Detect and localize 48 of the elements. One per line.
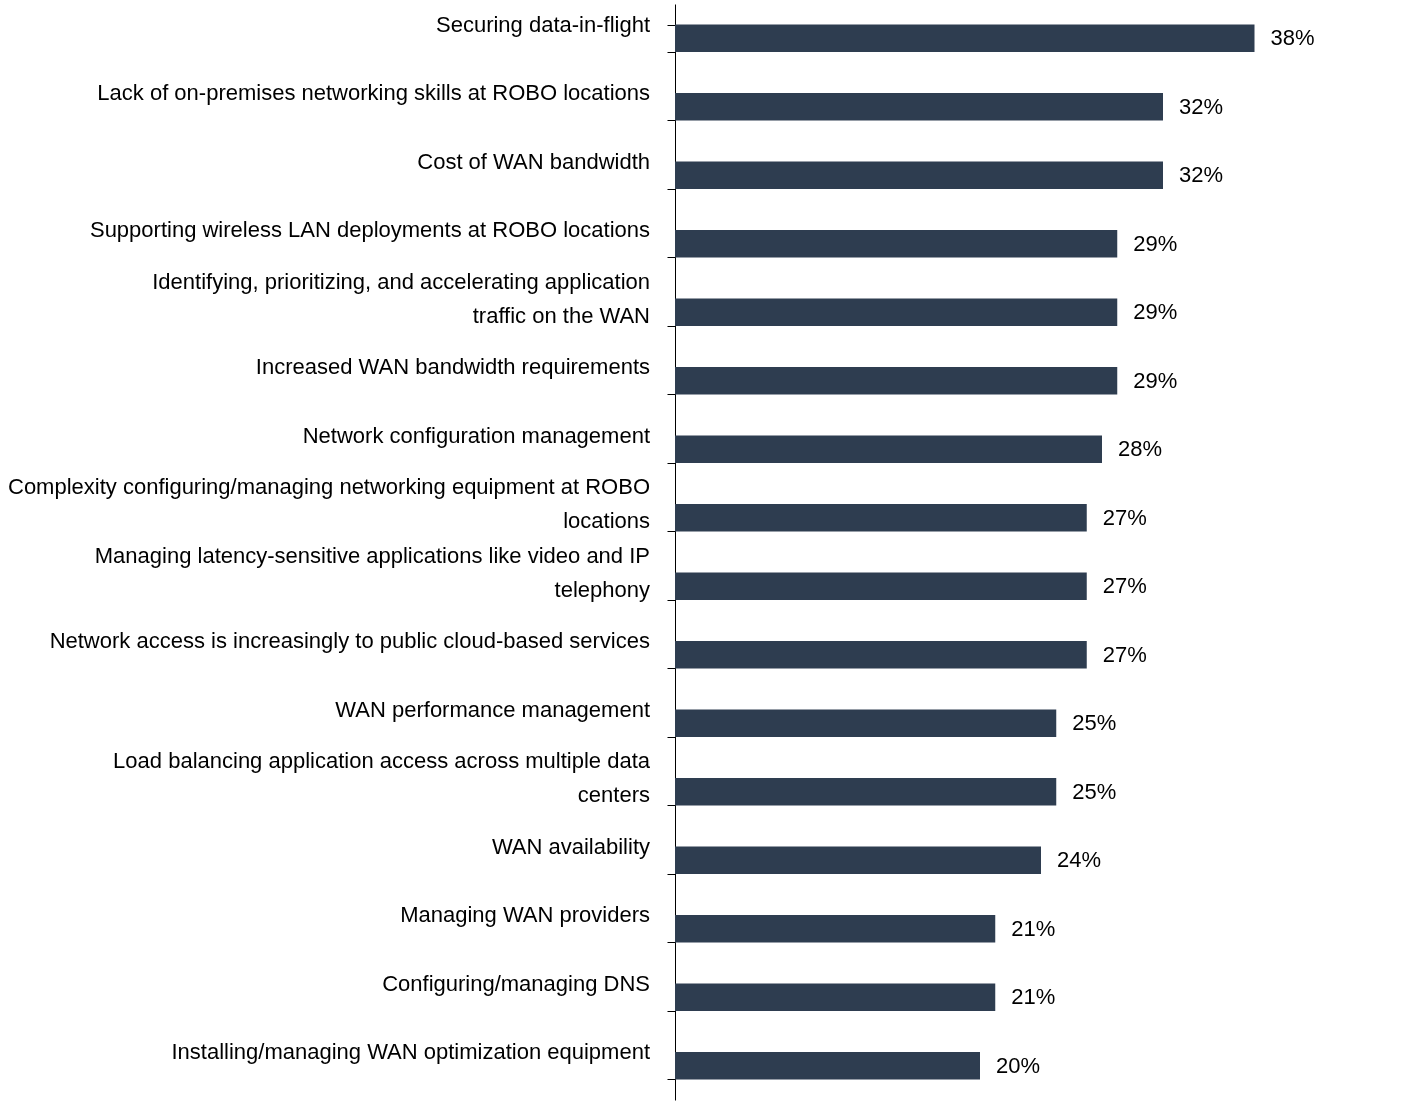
y-tick-label: Managing latency-sensitive applications like video and IP telephony (94, 542, 650, 602)
bar (675, 915, 996, 943)
bar (675, 161, 1163, 189)
y-tick-label: WAN performance management (335, 696, 650, 722)
data-label: 29% (1133, 299, 1178, 325)
data-label: 27% (1102, 573, 1147, 599)
y-tick-label: Complexity configuring/managing networking equipment at ROBO locations (8, 474, 650, 534)
data-label: 21% (1011, 915, 1056, 941)
y-tick-label: Increased WAN bandwidth requirements (255, 354, 650, 380)
bar (675, 24, 1255, 52)
bar (675, 435, 1102, 463)
bar (675, 1052, 980, 1080)
y-tick-label: Cost of WAN bandwidth (417, 148, 650, 174)
y-tick-label: Supporting wireless LAN deployments at ROBO locations (89, 217, 650, 243)
data-label: 38% (1270, 25, 1315, 51)
bar (675, 504, 1087, 532)
data-label: 32% (1179, 162, 1224, 188)
y-tick-label: Installing/managing WAN optimization equipment (171, 1039, 650, 1065)
data-label: 28% (1118, 436, 1163, 462)
y-tick-label: Lack of on-premises networking skills at ROBO locations (97, 80, 650, 106)
bar (675, 709, 1057, 737)
bar (675, 230, 1118, 258)
y-tick-label: Network access is increasingly to public cloud-based services (49, 628, 650, 654)
bar (675, 778, 1057, 806)
data-label: 29% (1133, 367, 1178, 393)
data-label: 24% (1057, 847, 1102, 873)
y-tick-label: Securing data-in-flight (435, 11, 650, 37)
y-tick-label: Load balancing application access across multiple data centers (113, 748, 651, 808)
data-label: 32% (1179, 93, 1224, 119)
bar (675, 572, 1087, 600)
y-tick-label: Managing WAN providers (400, 902, 650, 928)
bar (675, 367, 1118, 395)
data-label: 27% (1102, 641, 1147, 667)
y-tick-label: Configuring/managing DNS (382, 970, 650, 996)
bar (675, 93, 1163, 121)
data-label: 20% (996, 1052, 1041, 1078)
data-label: 25% (1072, 778, 1117, 804)
bar (675, 641, 1087, 669)
y-tick-label: Identifying, prioritizing, and accelerating application traffic on the WAN (152, 268, 650, 328)
data-label: 29% (1133, 230, 1178, 256)
y-tick-label: WAN availability (491, 833, 650, 859)
data-label: 21% (1011, 984, 1056, 1010)
y-tick-label: Network configuration management (302, 422, 650, 448)
bar (675, 983, 996, 1011)
data-label: 27% (1102, 504, 1147, 530)
bar (675, 846, 1041, 874)
data-label: 25% (1072, 710, 1117, 736)
bar (675, 298, 1118, 326)
